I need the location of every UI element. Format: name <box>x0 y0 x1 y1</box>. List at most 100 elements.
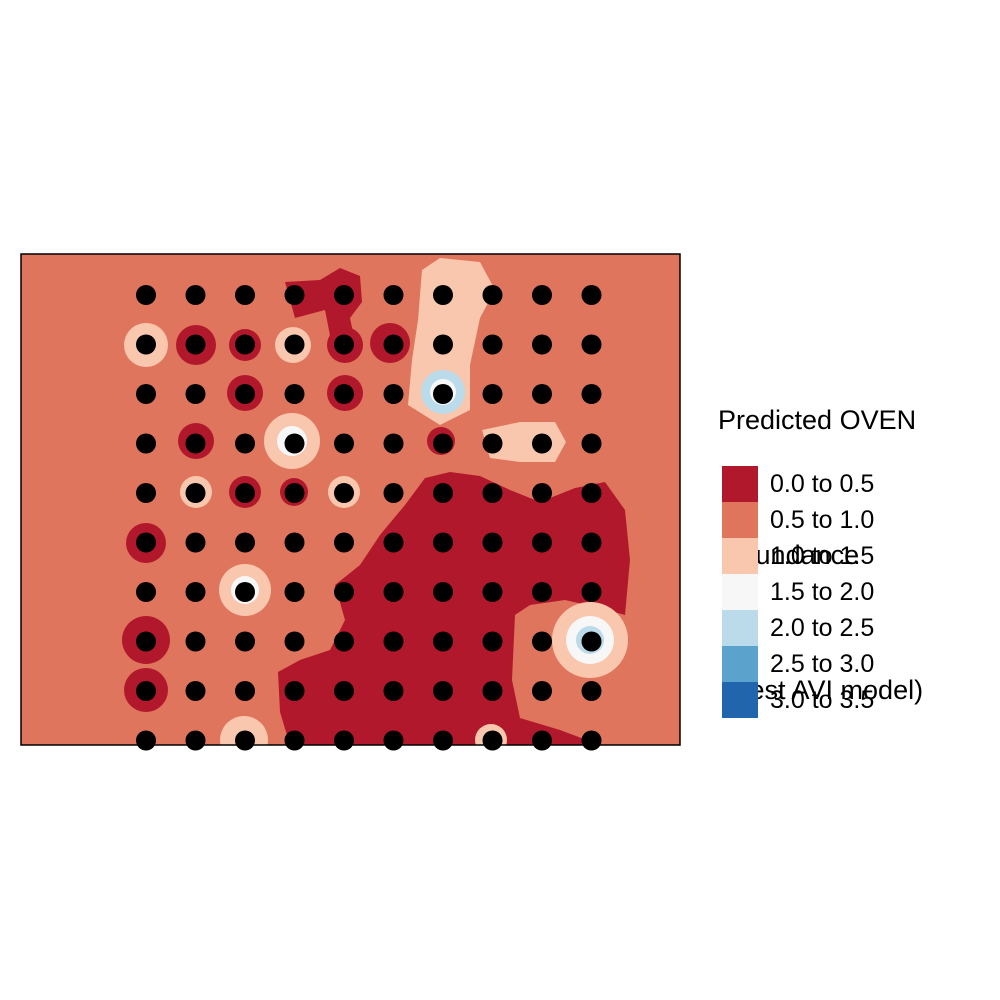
survey-point <box>136 483 156 503</box>
survey-point <box>334 483 354 503</box>
survey-point <box>235 334 255 355</box>
survey-point <box>532 681 552 701</box>
survey-point <box>185 582 206 602</box>
survey-point <box>482 631 503 652</box>
survey-point <box>433 532 453 553</box>
survey-point <box>532 483 552 503</box>
survey-point <box>433 631 453 652</box>
legend-swatch <box>722 610 758 646</box>
survey-point <box>136 582 156 602</box>
survey-point <box>136 334 156 355</box>
legend-item: 1.0 to 1.5 <box>722 538 874 574</box>
legend-swatch <box>722 502 758 538</box>
survey-point <box>334 631 354 652</box>
survey-point <box>433 285 453 305</box>
legend: 0.0 to 0.5 0.5 to 1.0 1.0 to 1.5 1.5 to … <box>722 466 874 718</box>
survey-point <box>284 631 305 652</box>
survey-point <box>532 730 552 751</box>
legend-swatch <box>722 466 758 502</box>
survey-point <box>334 532 354 553</box>
legend-label: 2.5 to 3.0 <box>770 649 875 678</box>
survey-point <box>383 730 404 751</box>
survey-point <box>185 334 206 355</box>
legend-label: 0.5 to 1.0 <box>770 505 875 534</box>
survey-point <box>383 582 404 602</box>
survey-point <box>185 631 206 652</box>
survey-point <box>284 384 305 404</box>
survey-point <box>235 285 255 305</box>
survey-point <box>433 730 453 751</box>
survey-point <box>433 582 453 602</box>
survey-point <box>532 433 552 454</box>
legend-title-line-1: Predicted OVEN <box>718 405 917 435</box>
survey-point <box>482 730 503 751</box>
survey-point <box>235 681 255 701</box>
survey-point <box>581 582 602 602</box>
survey-point <box>185 532 206 553</box>
survey-point <box>532 334 552 355</box>
survey-point <box>581 285 602 305</box>
legend-swatch <box>722 538 758 574</box>
survey-point <box>334 582 354 602</box>
survey-point <box>482 285 503 305</box>
survey-point <box>383 631 404 652</box>
survey-point <box>284 334 305 355</box>
survey-point <box>433 433 453 454</box>
survey-point <box>482 532 503 553</box>
legend-item: 0.5 to 1.0 <box>722 502 874 538</box>
survey-point <box>482 433 503 454</box>
survey-point <box>383 285 404 305</box>
legend-swatch <box>722 574 758 610</box>
legend-label: 3.0 to 3.5 <box>770 685 875 714</box>
legend-item: 2.5 to 3.0 <box>722 646 874 682</box>
survey-point <box>581 384 602 404</box>
survey-point <box>383 384 404 404</box>
survey-point <box>581 433 602 454</box>
survey-point <box>334 384 354 404</box>
survey-point <box>581 730 602 751</box>
survey-point <box>136 285 156 305</box>
survey-point <box>136 730 156 751</box>
survey-point <box>284 582 305 602</box>
survey-point <box>334 334 354 355</box>
survey-point <box>383 483 404 503</box>
survey-point <box>235 582 255 602</box>
survey-point <box>581 532 602 553</box>
legend-label: 2.0 to 2.5 <box>770 613 875 642</box>
survey-point <box>284 730 305 751</box>
survey-point <box>482 483 503 503</box>
survey-point <box>284 285 305 305</box>
survey-point <box>433 681 453 701</box>
survey-point <box>532 285 552 305</box>
survey-point <box>334 730 354 751</box>
survey-point <box>235 483 255 503</box>
survey-point <box>383 334 404 355</box>
survey-point <box>185 384 206 404</box>
survey-points <box>136 285 602 751</box>
survey-point <box>433 384 453 404</box>
survey-point <box>284 681 305 701</box>
survey-point <box>136 384 156 404</box>
survey-point <box>482 582 503 602</box>
legend-label: 0.0 to 0.5 <box>770 469 875 498</box>
survey-point <box>185 433 206 454</box>
survey-point <box>581 334 602 355</box>
legend-item: 1.5 to 2.0 <box>722 574 874 610</box>
legend-item: 3.0 to 3.5 <box>722 682 874 718</box>
survey-point <box>185 483 206 503</box>
legend-item: 2.0 to 2.5 <box>722 610 874 646</box>
survey-point <box>284 433 305 454</box>
survey-point <box>284 483 305 503</box>
survey-point <box>136 532 156 553</box>
survey-point <box>532 631 552 652</box>
survey-point <box>433 334 453 355</box>
survey-point <box>185 681 206 701</box>
survey-point <box>235 532 255 553</box>
survey-point <box>383 433 404 454</box>
survey-point <box>235 384 255 404</box>
survey-point <box>532 384 552 404</box>
survey-point <box>581 483 602 503</box>
survey-point <box>235 433 255 454</box>
survey-point <box>482 334 503 355</box>
survey-point <box>334 681 354 701</box>
